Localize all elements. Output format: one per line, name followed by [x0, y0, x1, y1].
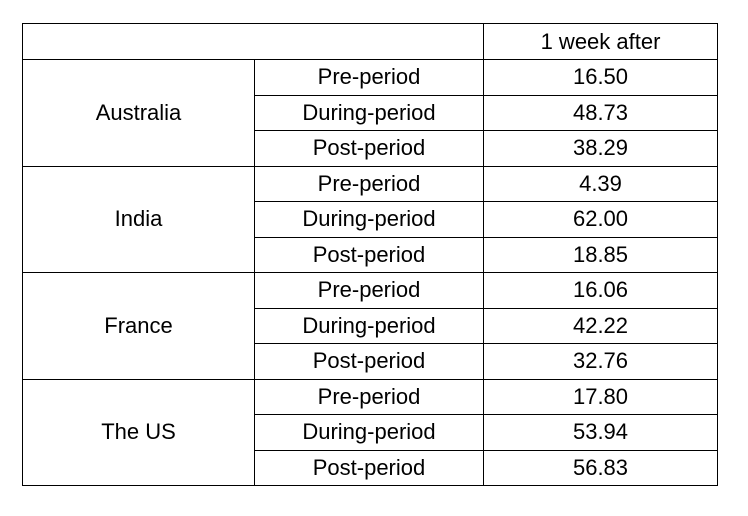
value-cell: 62.00	[483, 201, 718, 238]
header-row: 1 week after	[22, 23, 718, 60]
table-row: During-period 53.94	[23, 414, 718, 451]
table-row: Post-period 32.76	[23, 343, 718, 380]
value-cell: 42.22	[483, 307, 718, 344]
table-row: Post-period 38.29	[23, 130, 718, 167]
table-row: India Pre-period 4.39	[22, 165, 718, 273]
period-cell: During-period	[254, 414, 484, 451]
period-cell: During-period	[254, 307, 484, 344]
results-table: 1 week after Australia Pre-period 16.50 …	[22, 23, 718, 486]
table-row: Post-period 56.83	[23, 449, 718, 486]
period-cell: Pre-period	[254, 272, 484, 309]
header-value-column: 1 week after	[483, 23, 718, 60]
value-cell: 4.39	[483, 165, 718, 202]
value-cell: 53.94	[483, 414, 718, 451]
country-cell: India	[22, 165, 255, 273]
table-row: Post-period 18.85	[23, 236, 718, 273]
value-cell: 18.85	[483, 236, 718, 273]
table-row: During-period 42.22	[23, 307, 718, 344]
table-row: The US Pre-period 17.80	[22, 378, 718, 486]
country-cell: The US	[22, 378, 255, 486]
header-blank-cell	[22, 23, 484, 60]
value-cell: 56.83	[483, 449, 718, 486]
table-row: France Pre-period 16.06	[22, 272, 718, 380]
period-cell: Post-period	[254, 130, 484, 167]
value-cell: 38.29	[483, 130, 718, 167]
table-row: During-period 62.00	[23, 201, 718, 238]
period-cell: Post-period	[254, 343, 484, 380]
period-cell: Pre-period	[254, 59, 484, 96]
country-cell: France	[22, 272, 255, 380]
period-cell: Pre-period	[254, 378, 484, 415]
period-cell: During-period	[254, 201, 484, 238]
period-cell: Post-period	[254, 236, 484, 273]
country-cell: Australia	[22, 59, 255, 167]
table-row: During-period 48.73	[23, 94, 718, 131]
table-row: Australia Pre-period 16.50	[22, 59, 718, 167]
value-cell: 17.80	[483, 378, 718, 415]
value-cell: 16.50	[483, 59, 718, 96]
period-cell: During-period	[254, 94, 484, 131]
value-cell: 48.73	[483, 94, 718, 131]
value-cell: 16.06	[483, 272, 718, 309]
period-cell: Pre-period	[254, 165, 484, 202]
period-cell: Post-period	[254, 449, 484, 486]
value-cell: 32.76	[483, 343, 718, 380]
